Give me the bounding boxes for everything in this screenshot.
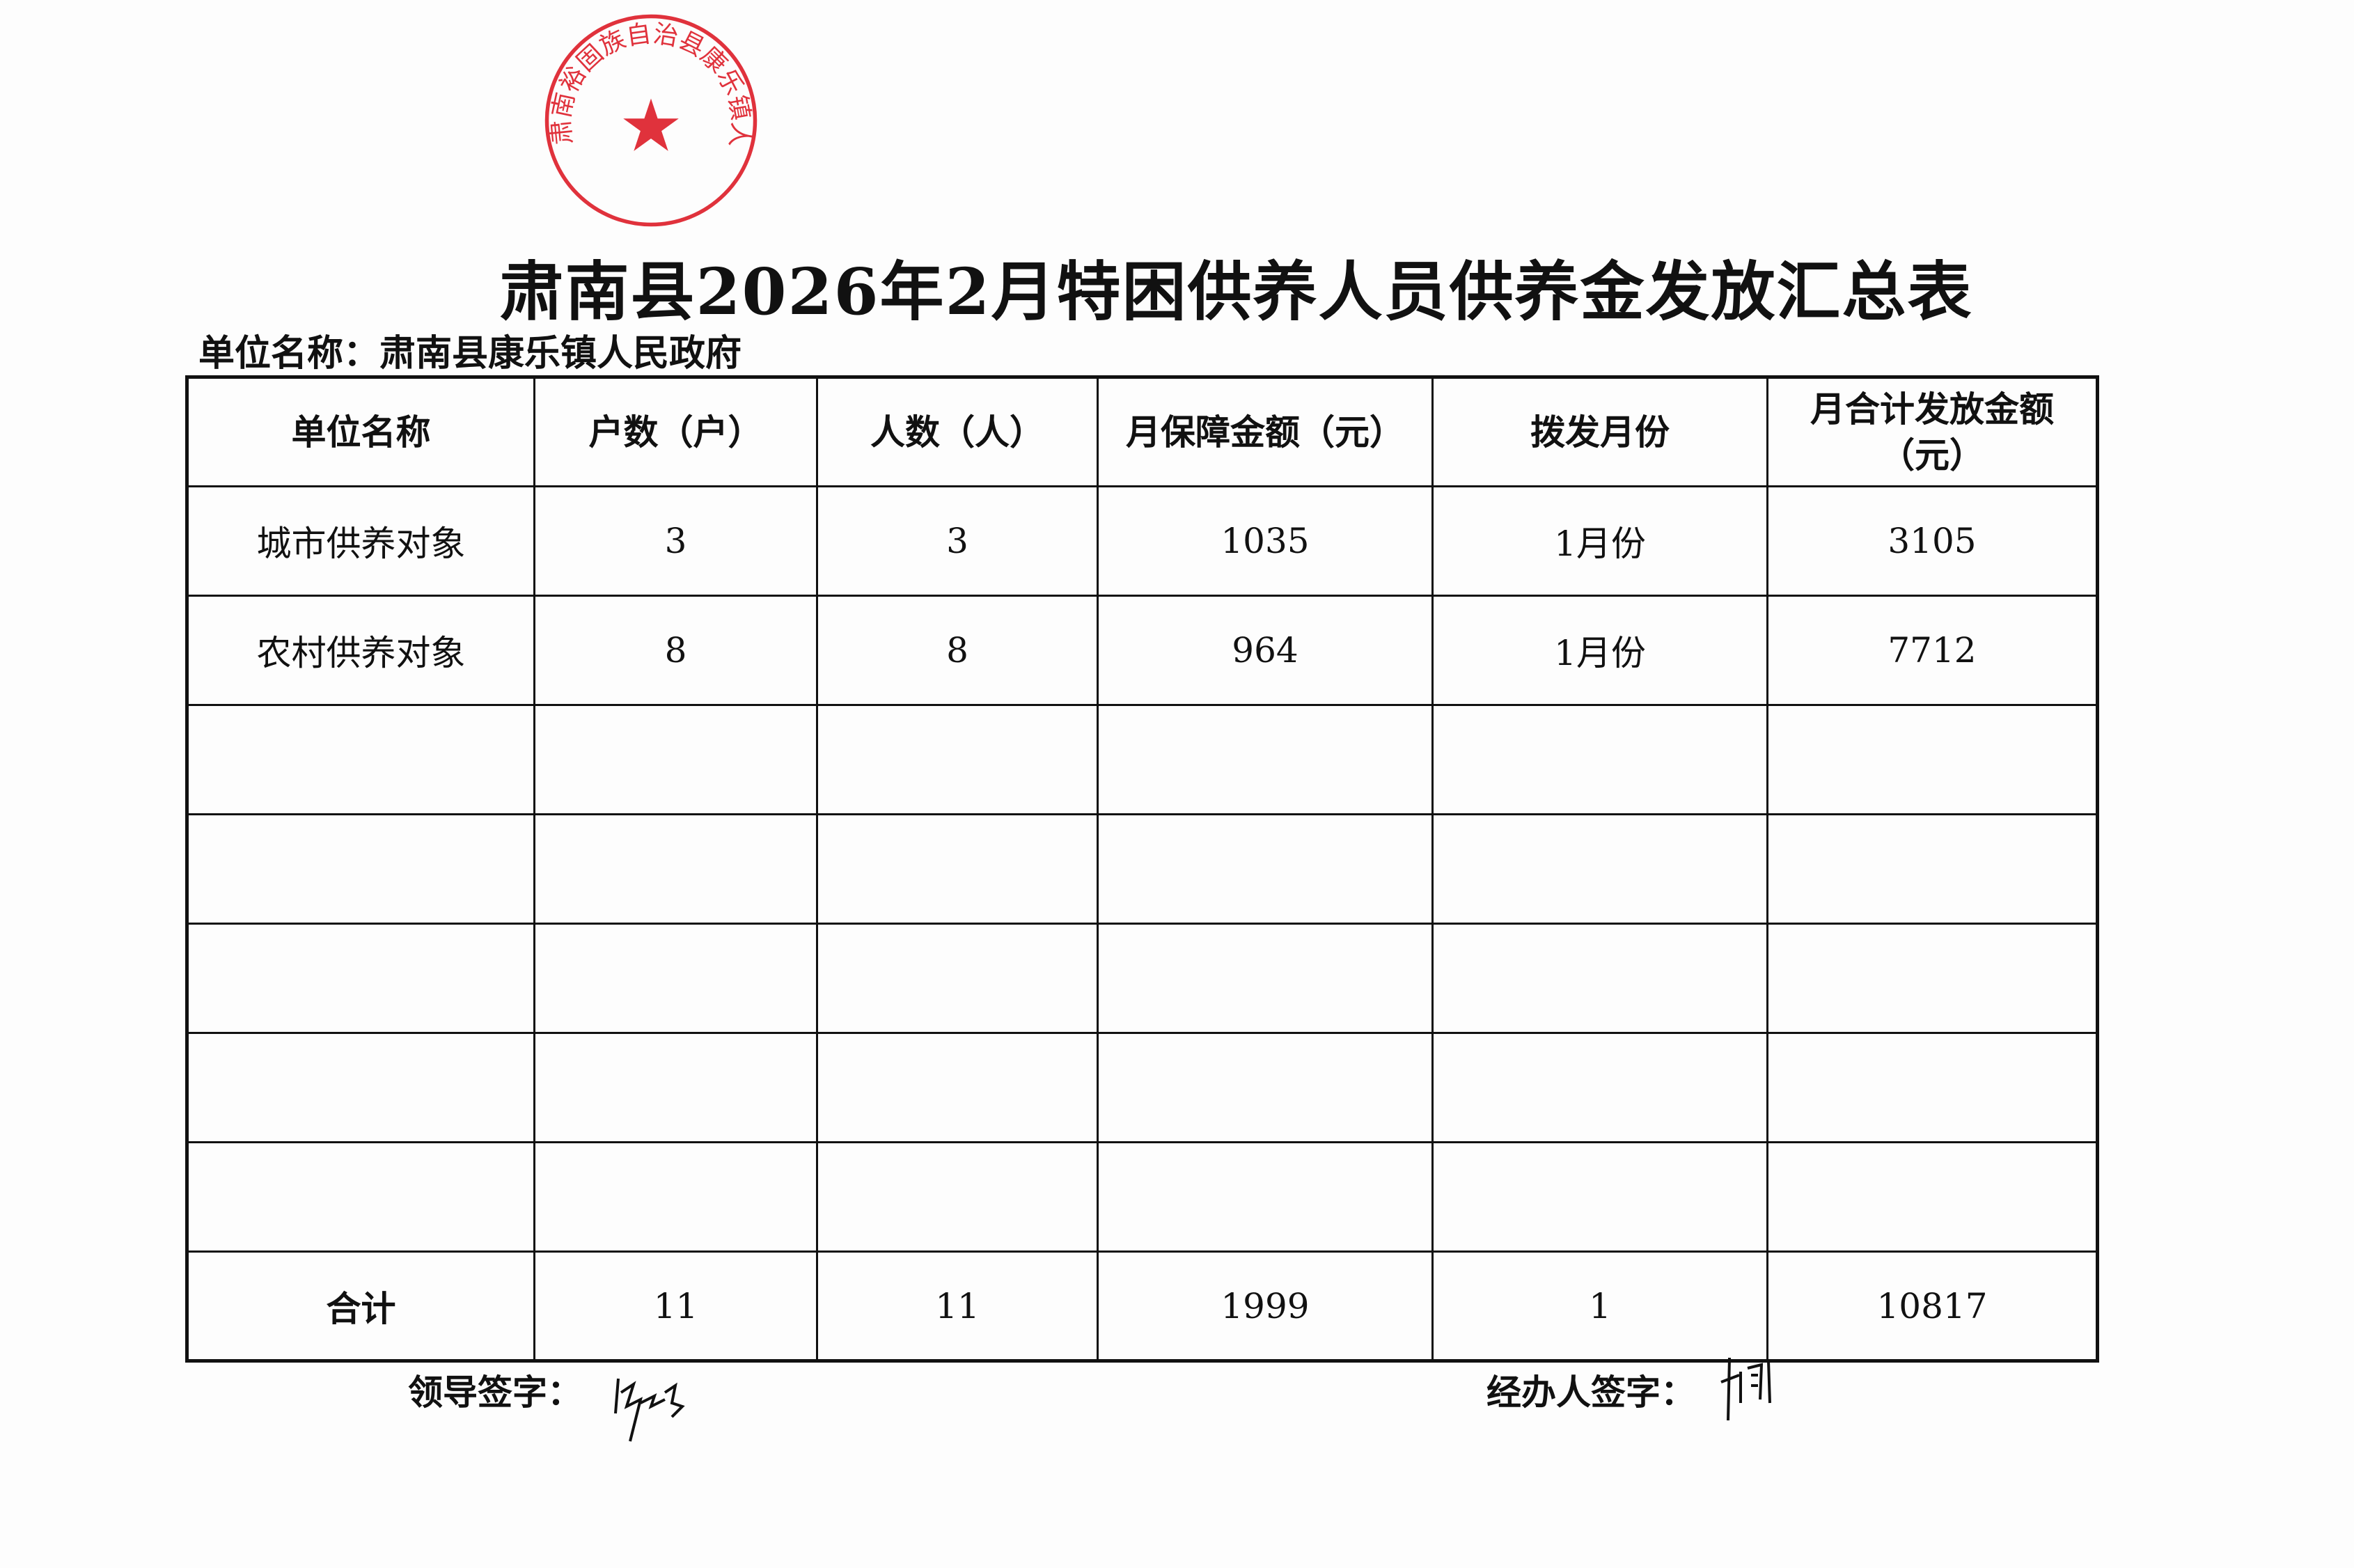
table-cell (186, 813, 535, 925)
leader-handwritten-signature (614, 1378, 685, 1442)
table-row (186, 923, 2098, 1034)
table-cell (1766, 923, 2098, 1034)
table-row (186, 813, 2098, 925)
table-cell: 8 (533, 595, 818, 706)
table-cell (816, 813, 1099, 925)
table-cell: 7712 (1766, 595, 2098, 706)
total-cell: 合计 (186, 1251, 535, 1362)
table-cell: 1035 (1097, 485, 1434, 597)
table-cell (1431, 923, 1768, 1034)
document-title: 肃南县2026年2月特困供养人员供养金发放汇总表 (499, 254, 1973, 329)
total-cell: 11 (816, 1251, 1099, 1362)
table-cell (533, 923, 818, 1034)
header-cell: 月合计发放金额（元） (1766, 376, 2098, 487)
table-cell: 3105 (1766, 485, 2098, 597)
table-cell (816, 923, 1099, 1034)
table-cell (186, 1032, 535, 1143)
handler-handwritten-signature (1720, 1357, 1771, 1421)
table-cell (816, 1141, 1099, 1253)
table-cell: 1月份 (1431, 595, 1768, 706)
table-cell: 3 (533, 485, 818, 597)
table-cell (186, 1141, 535, 1253)
seal-text: 肃南裕固族自治县康乐镇人民政府 (543, 13, 755, 149)
table-row (186, 1141, 2098, 1253)
table-row: 城市供养对象 3 3 1035 1月份 3105 (186, 485, 2098, 597)
table-cell (186, 704, 535, 815)
total-cell: 1 (1431, 1251, 1768, 1362)
table-cell (1766, 813, 2098, 925)
table-cell: 农村供养对象 (186, 595, 535, 706)
total-row: 合计 11 11 1999 1 10817 (186, 1251, 2098, 1362)
total-cell: 11 (533, 1251, 818, 1362)
leader-signature-label: 领导签字： (408, 1372, 582, 1413)
table-cell (816, 704, 1099, 815)
table-row: 农村供养对象 8 8 964 1月份 7712 (186, 595, 2098, 706)
table-cell (816, 1032, 1099, 1143)
table-cell (1766, 1141, 2098, 1253)
table-cell: 城市供养对象 (186, 485, 535, 597)
summary-table: 单位名称 户数（户） 人数（人） 月保障金额（元） 拨发月份 月合计发放金额（元… (185, 375, 2099, 1363)
table-cell (533, 1032, 818, 1143)
table-cell (1431, 1141, 1768, 1253)
table-cell (533, 704, 818, 815)
table-cell (1097, 813, 1434, 925)
table-cell (1097, 1141, 1434, 1253)
table-row (186, 1032, 2098, 1143)
table-cell (1766, 1032, 2098, 1143)
table-cell (533, 813, 818, 925)
header-cell: 人数（人） (816, 376, 1099, 487)
table-cell (1097, 1032, 1434, 1143)
total-cell: 1999 (1097, 1251, 1434, 1362)
table-cell: 1月份 (1431, 485, 1768, 597)
table-cell (186, 923, 535, 1034)
total-cell: 10817 (1766, 1251, 2098, 1362)
table-cell: 3 (816, 485, 1099, 597)
table-cell (1766, 704, 2098, 815)
table-cell (1431, 1032, 1768, 1143)
table-cell (1097, 923, 1434, 1034)
header-cell: 户数（户） (533, 376, 818, 487)
svg-text:肃南裕固族自治县康乐镇人民政府: 肃南裕固族自治县康乐镇人民政府 (543, 13, 755, 149)
header-cell: 月保障金额（元） (1097, 376, 1434, 487)
unit-name-line: 单位名称：肃南县康乐镇人民政府 (198, 333, 742, 375)
table-cell (1431, 704, 1768, 815)
table-cell (1097, 704, 1434, 815)
table-cell (533, 1141, 818, 1253)
table-header-row: 单位名称 户数（户） 人数（人） 月保障金额（元） 拨发月份 月合计发放金额（元… (186, 376, 2098, 487)
header-cell: 拨发月份 (1431, 376, 1768, 487)
table-cell: 8 (816, 595, 1099, 706)
handler-signature-label: 经办人签字： (1486, 1372, 1695, 1413)
table-cell (1431, 813, 1768, 925)
table-row (186, 704, 2098, 815)
official-seal-stamp: 肃南裕固族自治县康乐镇人民政府 (543, 13, 758, 227)
table-cell: 964 (1097, 595, 1434, 706)
header-cell: 单位名称 (186, 376, 535, 487)
